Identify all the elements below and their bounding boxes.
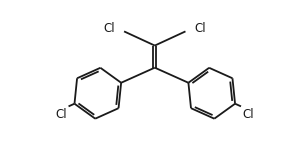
- Text: Cl: Cl: [194, 22, 206, 35]
- Text: Cl: Cl: [56, 108, 67, 121]
- Text: Cl: Cl: [104, 22, 115, 35]
- Text: Cl: Cl: [242, 108, 254, 121]
